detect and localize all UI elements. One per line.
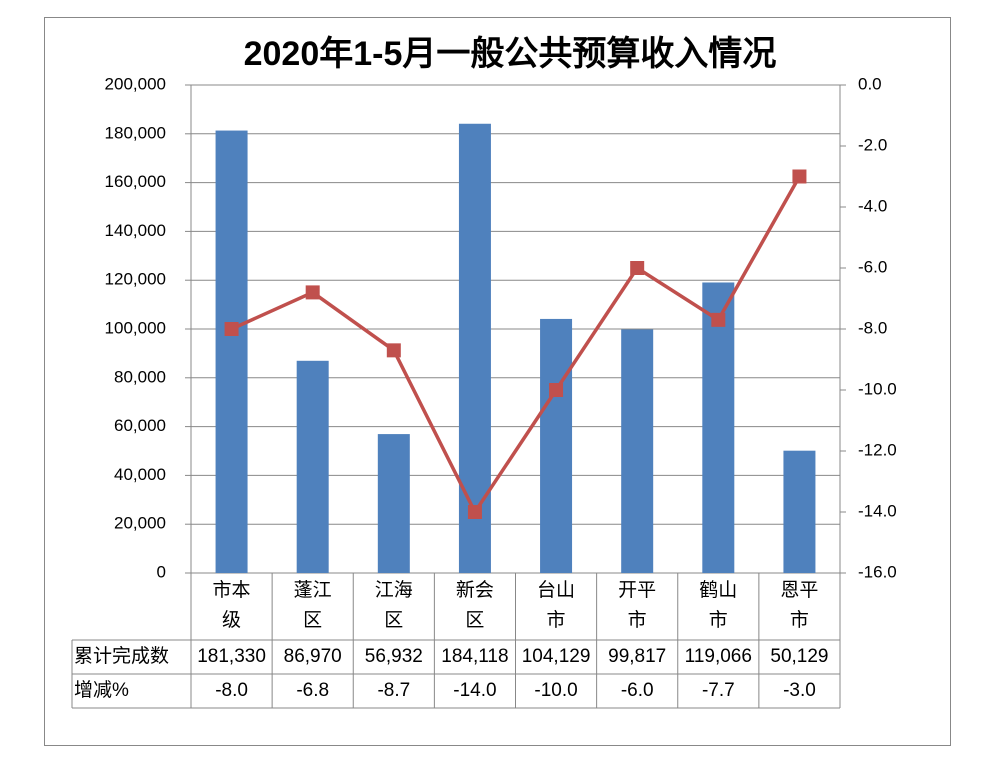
x-tick-label: 鹤山市 xyxy=(699,580,738,631)
x-tick-label: 恩平市 xyxy=(780,580,819,631)
y-tick-label: 140,000 xyxy=(105,221,166,240)
y-tick-label: 60,000 xyxy=(114,416,166,435)
table-value: -8.7 xyxy=(377,680,411,701)
y-tick-label: 80,000 xyxy=(114,367,166,386)
marker xyxy=(467,505,482,519)
chart-border xyxy=(44,17,951,746)
table-value: -7.7 xyxy=(701,680,735,701)
bar xyxy=(783,450,816,573)
y-tick-label: 160,000 xyxy=(105,172,166,191)
marker xyxy=(630,261,645,275)
table-value: 56,932 xyxy=(364,646,423,667)
y2-tick-label: -2.0 xyxy=(858,135,887,154)
bar xyxy=(540,318,573,573)
y2-tick-label: -8.0 xyxy=(858,318,887,337)
table-row-header: 累计完成数 xyxy=(74,646,170,667)
y-tick-label: 100,000 xyxy=(105,318,166,337)
table-value: -10.0 xyxy=(534,680,578,701)
x-tick-label: 台山市 xyxy=(537,580,576,631)
chart-title: 2020年1-5月一般公共预算收入情况 xyxy=(244,35,777,73)
marker xyxy=(549,383,564,397)
marker xyxy=(305,285,320,300)
x-tick-label: 新会区 xyxy=(455,580,494,631)
bar xyxy=(621,329,654,573)
y2-tick-label: 0.0 xyxy=(858,74,882,93)
table-value: -6.0 xyxy=(620,680,654,701)
y2-tick-label: -6.0 xyxy=(858,257,887,276)
bar xyxy=(215,130,248,573)
table-value: -3.0 xyxy=(783,680,816,701)
bar xyxy=(377,434,410,573)
table-value: 104,129 xyxy=(521,646,591,667)
bar xyxy=(296,360,329,573)
line xyxy=(230,175,801,516)
x-tick-label: 江海区 xyxy=(374,580,413,631)
x-tick-label: 蓬江区 xyxy=(293,580,332,631)
table-value: 99,817 xyxy=(608,646,667,667)
marker xyxy=(711,312,726,327)
x-tick-label: 市本级 xyxy=(212,580,251,631)
table-value: 181,330 xyxy=(197,646,266,667)
marker xyxy=(224,322,239,336)
y2-tick-label: -4.0 xyxy=(858,196,887,215)
y2-tick-label: -14.0 xyxy=(858,501,897,520)
marker xyxy=(386,343,401,358)
bar xyxy=(702,282,735,573)
x-tick-label: 开平市 xyxy=(618,580,657,631)
table-value: -8.0 xyxy=(215,680,248,701)
y-tick-label: 200,000 xyxy=(105,74,166,93)
y-tick-label: 0 xyxy=(157,562,166,581)
marker xyxy=(792,169,807,184)
table-value: 86,970 xyxy=(283,646,342,667)
y2-tick-label: -12.0 xyxy=(858,440,897,459)
table-value: 119,066 xyxy=(684,646,752,667)
table-value: 50,129 xyxy=(770,646,829,667)
y2-tick-label: -10.0 xyxy=(858,379,897,398)
table-value: -6.8 xyxy=(296,680,330,701)
table-row-header: 增减% xyxy=(74,680,129,701)
y-tick-label: 180,000 xyxy=(105,123,166,142)
y-tick-label: 120,000 xyxy=(105,270,166,289)
table-value: -14.0 xyxy=(453,680,497,701)
y-tick-label: 20,000 xyxy=(114,514,166,533)
y-tick-label: 40,000 xyxy=(114,465,166,484)
y2-tick-label: -16.0 xyxy=(858,562,897,581)
table-value: 184,118 xyxy=(441,646,509,667)
